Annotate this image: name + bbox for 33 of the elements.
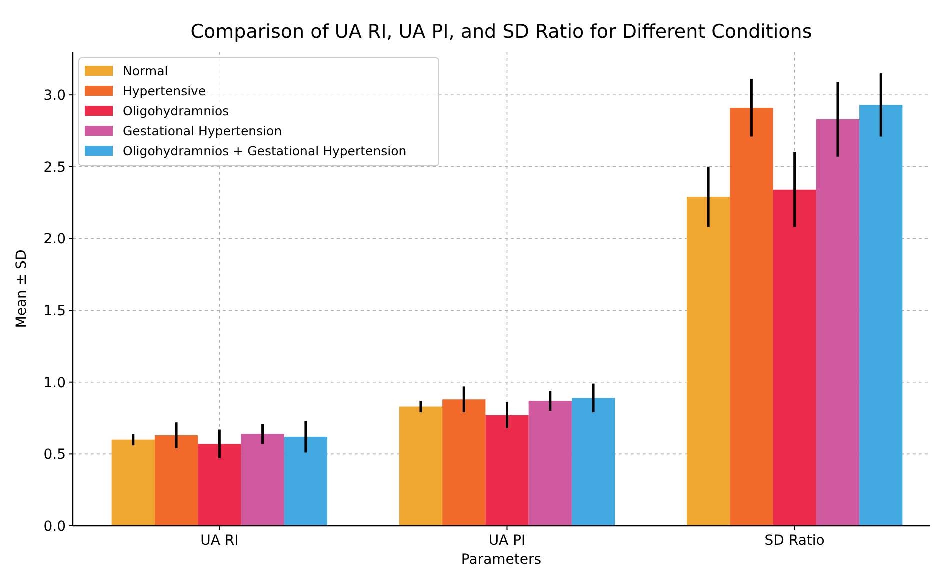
x-tick-label: SD Ratio — [764, 533, 825, 549]
bar — [773, 190, 816, 526]
bar — [241, 434, 284, 526]
y-axis-title: Mean ± SD — [14, 250, 30, 328]
legend-label: Oligohydramnios + Gestational Hypertension — [123, 143, 407, 158]
y-tick-label: 0.5 — [44, 447, 66, 464]
bar — [198, 444, 242, 526]
bar — [442, 400, 486, 526]
legend-label: Hypertensive — [123, 83, 206, 98]
legend-label: Normal — [123, 63, 168, 78]
legend-label: Oligohydramnios — [123, 103, 230, 118]
bar — [816, 120, 860, 526]
bar — [860, 105, 903, 526]
bar — [399, 406, 443, 526]
y-tick-label: 0.0 — [44, 518, 66, 535]
bar — [730, 108, 774, 526]
bar — [486, 415, 529, 526]
y-tick-label: 3.0 — [44, 88, 66, 104]
y-tick-label: 2.5 — [44, 160, 66, 176]
y-tick-label: 2.0 — [44, 232, 66, 248]
bar — [528, 401, 572, 526]
chart-title: Comparison of UA RI, UA PI, and SD Ratio for Different Conditions — [190, 21, 812, 43]
bar — [572, 398, 616, 526]
bar — [112, 440, 155, 526]
bar — [686, 197, 730, 526]
legend-label: Gestational Hypertension — [123, 123, 282, 138]
bar — [284, 436, 328, 526]
x-axis-title: Parameters — [461, 552, 542, 568]
x-tick-label: UA RI — [200, 533, 239, 549]
y-tick-label: 1.5 — [44, 303, 66, 320]
bar — [154, 436, 198, 526]
x-tick-label: UA PI — [488, 533, 526, 549]
y-tick-label: 1.0 — [44, 375, 66, 392]
